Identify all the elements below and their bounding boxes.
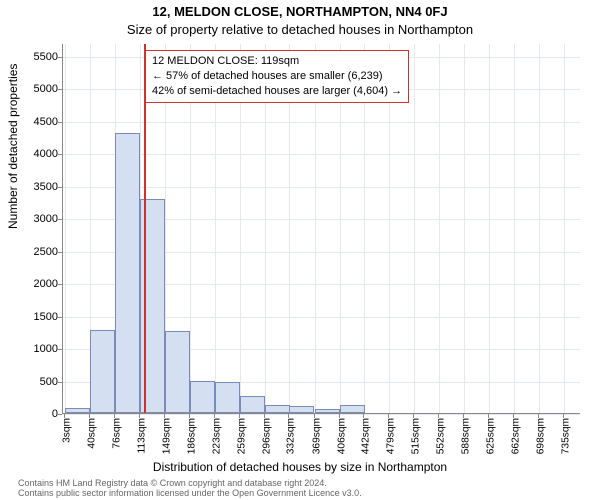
x-tick-label: 588sqm: [460, 418, 471, 454]
x-axis-label: Distribution of detached houses by size …: [0, 460, 600, 474]
x-tick-label: 149sqm: [161, 418, 172, 454]
gridline-v: [439, 44, 440, 413]
x-tick-label: 3sqm: [62, 418, 73, 443]
x-tick-mark: [239, 414, 240, 418]
y-tick-mark: [58, 284, 62, 285]
gridline-v: [514, 44, 515, 413]
x-tick-mark: [463, 414, 464, 418]
x-tick-mark: [288, 414, 289, 418]
attribution-footer: Contains HM Land Registry data © Crown c…: [18, 478, 362, 499]
y-tick-label: 0: [18, 408, 58, 420]
y-tick-mark: [58, 349, 62, 350]
x-tick-label: 662sqm: [511, 418, 522, 454]
x-tick-label: 442sqm: [361, 418, 372, 454]
y-tick-label: 2500: [18, 246, 58, 258]
x-tick-mark: [363, 414, 364, 418]
x-tick-mark: [164, 414, 165, 418]
plot-area: 12 MELDON CLOSE: 119sqm← 57% of detached…: [62, 44, 580, 414]
x-tick-mark: [264, 414, 265, 418]
x-tick-label: 698sqm: [535, 418, 546, 454]
histogram-bar: [265, 405, 290, 413]
histogram-bar: [115, 133, 140, 413]
x-tick-label: 552sqm: [436, 418, 447, 454]
y-tick-mark: [58, 187, 62, 188]
histogram-bar: [240, 396, 265, 413]
y-tick-mark: [58, 154, 62, 155]
y-tick-label: 3500: [18, 181, 58, 193]
y-tick-label: 3000: [18, 213, 58, 225]
y-tick-label: 5500: [18, 51, 58, 63]
x-tick-label: 113sqm: [137, 418, 148, 454]
x-tick-label: 406sqm: [336, 418, 347, 454]
annotation-line-2: ← 57% of detached houses are smaller (6,…: [152, 69, 402, 84]
x-tick-label: 76sqm: [111, 418, 122, 449]
x-tick-label: 515sqm: [411, 418, 422, 454]
y-tick-label: 2000: [18, 278, 58, 290]
y-tick-mark: [58, 89, 62, 90]
histogram-bar: [65, 408, 90, 413]
gridline-v: [539, 44, 540, 413]
y-tick-label: 4500: [18, 116, 58, 128]
x-tick-mark: [438, 414, 439, 418]
x-tick-mark: [314, 414, 315, 418]
x-tick-mark: [513, 414, 514, 418]
x-tick-mark: [339, 414, 340, 418]
y-tick-mark: [58, 317, 62, 318]
x-tick-label: 259sqm: [236, 418, 247, 454]
x-tick-mark: [64, 414, 65, 418]
x-tick-label: 296sqm: [261, 418, 272, 454]
x-tick-label: 186sqm: [186, 418, 197, 454]
y-tick-label: 4000: [18, 148, 58, 160]
x-tick-label: 369sqm: [311, 418, 322, 454]
y-tick-mark: [58, 219, 62, 220]
y-tick-mark: [58, 382, 62, 383]
histogram-bar: [190, 381, 215, 413]
gridline-v: [65, 44, 66, 413]
histogram-bar: [215, 382, 240, 413]
x-tick-mark: [114, 414, 115, 418]
y-tick-label: 5000: [18, 83, 58, 95]
x-tick-label: 625sqm: [485, 418, 496, 454]
x-tick-mark: [413, 414, 414, 418]
y-tick-mark: [58, 122, 62, 123]
annotation-line-1: 12 MELDON CLOSE: 119sqm: [152, 54, 402, 69]
x-tick-mark: [214, 414, 215, 418]
annotation-line-3: 42% of semi-detached houses are larger (…: [152, 84, 402, 99]
x-tick-mark: [139, 414, 140, 418]
x-tick-mark: [89, 414, 90, 418]
gridline-v: [464, 44, 465, 413]
x-tick-label: 735sqm: [560, 418, 571, 454]
histogram-bar: [340, 405, 365, 413]
x-tick-label: 223sqm: [211, 418, 222, 454]
x-tick-mark: [538, 414, 539, 418]
histogram-bar: [165, 331, 190, 413]
chart-title-sub: Size of property relative to detached ho…: [0, 22, 600, 37]
histogram-bar: [289, 406, 314, 413]
footer-line-2: Contains public sector information licen…: [18, 488, 362, 498]
x-tick-label: 40sqm: [87, 418, 98, 449]
x-tick-mark: [563, 414, 564, 418]
y-tick-label: 1500: [18, 311, 58, 323]
x-tick-mark: [189, 414, 190, 418]
histogram-bar: [315, 409, 340, 413]
annotation-box: 12 MELDON CLOSE: 119sqm← 57% of detached…: [145, 50, 409, 103]
y-tick-mark: [58, 414, 62, 415]
y-tick-mark: [58, 252, 62, 253]
x-tick-mark: [388, 414, 389, 418]
gridline-v: [489, 44, 490, 413]
gridline-v: [564, 44, 565, 413]
footer-line-1: Contains HM Land Registry data © Crown c…: [18, 478, 362, 488]
x-tick-label: 332sqm: [286, 418, 297, 454]
y-tick-label: 500: [18, 376, 58, 388]
histogram-bar: [90, 330, 115, 413]
gridline-v: [414, 44, 415, 413]
y-tick-mark: [58, 57, 62, 58]
gridline-h: [63, 414, 580, 415]
chart-title-main: 12, MELDON CLOSE, NORTHAMPTON, NN4 0FJ: [0, 4, 600, 19]
y-tick-label: 1000: [18, 343, 58, 355]
x-tick-label: 479sqm: [386, 418, 397, 454]
x-tick-mark: [488, 414, 489, 418]
